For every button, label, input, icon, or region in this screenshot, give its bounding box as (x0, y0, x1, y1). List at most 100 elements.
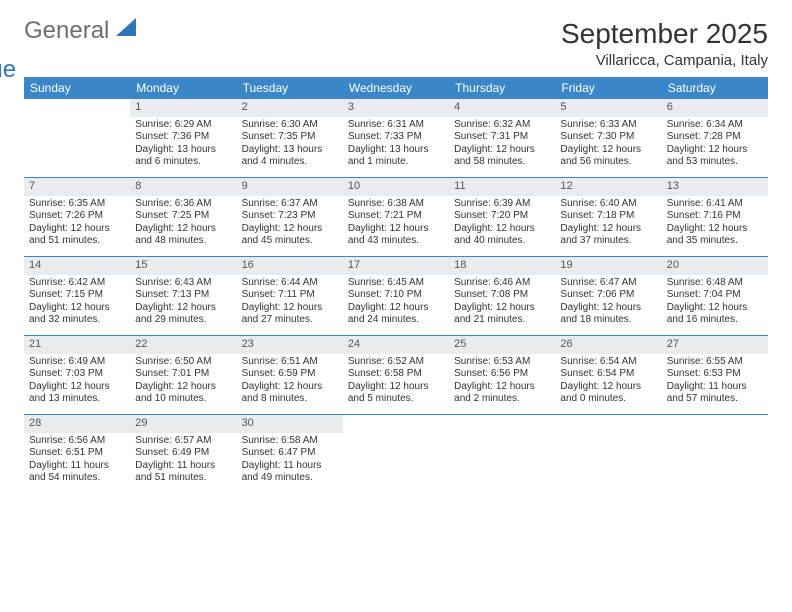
day-cell: 24Sunrise: 6:52 AMSunset: 6:58 PMDayligh… (343, 336, 449, 414)
day-number: 21 (24, 336, 130, 354)
sunset-text: Sunset: 6:56 PM (454, 368, 550, 381)
sunrise-text: Sunrise: 6:46 AM (454, 277, 550, 290)
sunset-text: Sunset: 7:25 PM (135, 210, 231, 223)
day-number: 13 (662, 178, 768, 196)
sunset-text: Sunset: 6:51 PM (29, 447, 125, 460)
day-details: Sunrise: 6:34 AMSunset: 7:28 PMDaylight:… (662, 117, 768, 175)
day-cell (343, 415, 449, 493)
daylight-text: Daylight: 12 hours and 13 minutes. (29, 381, 125, 406)
day-number: 29 (130, 415, 236, 433)
week-row: 21Sunrise: 6:49 AMSunset: 7:03 PMDayligh… (24, 336, 768, 415)
day-details: Sunrise: 6:42 AMSunset: 7:15 PMDaylight:… (24, 275, 130, 333)
daylight-text: Daylight: 12 hours and 24 minutes. (348, 302, 444, 327)
day-details: Sunrise: 6:45 AMSunset: 7:10 PMDaylight:… (343, 275, 449, 333)
day-details: Sunrise: 6:57 AMSunset: 6:49 PMDaylight:… (130, 433, 236, 491)
day-details: Sunrise: 6:44 AMSunset: 7:11 PMDaylight:… (237, 275, 343, 333)
day-details: Sunrise: 6:43 AMSunset: 7:13 PMDaylight:… (130, 275, 236, 333)
sunset-text: Sunset: 7:16 PM (667, 210, 763, 223)
sunset-text: Sunset: 7:21 PM (348, 210, 444, 223)
daylight-text: Daylight: 12 hours and 32 minutes. (29, 302, 125, 327)
sunrise-text: Sunrise: 6:54 AM (560, 356, 656, 369)
day-cell (662, 415, 768, 493)
day-cell: 7Sunrise: 6:35 AMSunset: 7:26 PMDaylight… (24, 178, 130, 256)
logo-word-general: General (24, 17, 109, 44)
sunrise-text: Sunrise: 6:49 AM (29, 356, 125, 369)
day-cell: 6Sunrise: 6:34 AMSunset: 7:28 PMDaylight… (662, 99, 768, 177)
day-details: Sunrise: 6:47 AMSunset: 7:06 PMDaylight:… (555, 275, 661, 333)
day-details: Sunrise: 6:31 AMSunset: 7:33 PMDaylight:… (343, 117, 449, 175)
month-title: September 2025 (561, 18, 768, 50)
sunset-text: Sunset: 7:13 PM (135, 289, 231, 302)
sunrise-text: Sunrise: 6:42 AM (29, 277, 125, 290)
day-number: 17 (343, 257, 449, 275)
header: General Blue September 2025 Villaricca, … (24, 18, 768, 69)
sunrise-text: Sunrise: 6:38 AM (348, 198, 444, 211)
day-number: 20 (662, 257, 768, 275)
sunset-text: Sunset: 7:35 PM (242, 131, 338, 144)
weekday-row: SundayMondayTuesdayWednesdayThursdayFrid… (24, 77, 768, 99)
day-details: Sunrise: 6:41 AMSunset: 7:16 PMDaylight:… (662, 196, 768, 254)
day-number: 6 (662, 99, 768, 117)
sunrise-text: Sunrise: 6:32 AM (454, 119, 550, 132)
daylight-text: Daylight: 12 hours and 10 minutes. (135, 381, 231, 406)
sunset-text: Sunset: 6:47 PM (242, 447, 338, 460)
day-cell: 8Sunrise: 6:36 AMSunset: 7:25 PMDaylight… (130, 178, 236, 256)
empty-day (343, 415, 449, 433)
day-cell: 27Sunrise: 6:55 AMSunset: 6:53 PMDayligh… (662, 336, 768, 414)
day-cell: 22Sunrise: 6:50 AMSunset: 7:01 PMDayligh… (130, 336, 236, 414)
day-cell (555, 415, 661, 493)
sunrise-text: Sunrise: 6:37 AM (242, 198, 338, 211)
sunset-text: Sunset: 7:31 PM (454, 131, 550, 144)
empty-day (449, 415, 555, 433)
day-details: Sunrise: 6:54 AMSunset: 6:54 PMDaylight:… (555, 354, 661, 412)
day-details: Sunrise: 6:39 AMSunset: 7:20 PMDaylight:… (449, 196, 555, 254)
day-cell: 1Sunrise: 6:29 AMSunset: 7:36 PMDaylight… (130, 99, 236, 177)
sunset-text: Sunset: 7:01 PM (135, 368, 231, 381)
sunrise-text: Sunrise: 6:39 AM (454, 198, 550, 211)
day-cell: 9Sunrise: 6:37 AMSunset: 7:23 PMDaylight… (237, 178, 343, 256)
day-number: 3 (343, 99, 449, 117)
day-cell: 4Sunrise: 6:32 AMSunset: 7:31 PMDaylight… (449, 99, 555, 177)
day-details: Sunrise: 6:46 AMSunset: 7:08 PMDaylight:… (449, 275, 555, 333)
location: Villaricca, Campania, Italy (561, 52, 768, 69)
sunrise-text: Sunrise: 6:31 AM (348, 119, 444, 132)
daylight-text: Daylight: 13 hours and 4 minutes. (242, 144, 338, 169)
daylight-text: Daylight: 11 hours and 49 minutes. (242, 460, 338, 485)
weekday-header: Wednesday (343, 77, 449, 99)
sunset-text: Sunset: 7:04 PM (667, 289, 763, 302)
day-details: Sunrise: 6:32 AMSunset: 7:31 PMDaylight:… (449, 117, 555, 175)
logo-text: General Blue (24, 18, 136, 66)
sunset-text: Sunset: 7:36 PM (135, 131, 231, 144)
day-cell: 23Sunrise: 6:51 AMSunset: 6:59 PMDayligh… (237, 336, 343, 414)
day-details: Sunrise: 6:36 AMSunset: 7:25 PMDaylight:… (130, 196, 236, 254)
day-number: 18 (449, 257, 555, 275)
day-number: 24 (343, 336, 449, 354)
sunrise-text: Sunrise: 6:51 AM (242, 356, 338, 369)
empty-day (24, 99, 130, 117)
sunrise-text: Sunrise: 6:33 AM (560, 119, 656, 132)
daylight-text: Daylight: 12 hours and 18 minutes. (560, 302, 656, 327)
sunset-text: Sunset: 6:54 PM (560, 368, 656, 381)
day-number: 5 (555, 99, 661, 117)
day-number: 23 (237, 336, 343, 354)
sunrise-text: Sunrise: 6:45 AM (348, 277, 444, 290)
day-cell: 25Sunrise: 6:53 AMSunset: 6:56 PMDayligh… (449, 336, 555, 414)
day-number: 8 (130, 178, 236, 196)
sunset-text: Sunset: 7:20 PM (454, 210, 550, 223)
sunrise-text: Sunrise: 6:36 AM (135, 198, 231, 211)
daylight-text: Daylight: 12 hours and 2 minutes. (454, 381, 550, 406)
day-number: 19 (555, 257, 661, 275)
day-number: 2 (237, 99, 343, 117)
title-block: September 2025 Villaricca, Campania, Ita… (561, 18, 768, 69)
day-cell: 19Sunrise: 6:47 AMSunset: 7:06 PMDayligh… (555, 257, 661, 335)
day-cell: 3Sunrise: 6:31 AMSunset: 7:33 PMDaylight… (343, 99, 449, 177)
day-number: 25 (449, 336, 555, 354)
day-number: 10 (343, 178, 449, 196)
sunrise-text: Sunrise: 6:34 AM (667, 119, 763, 132)
day-cell (24, 99, 130, 177)
weekday-header: Tuesday (237, 77, 343, 99)
day-cell: 26Sunrise: 6:54 AMSunset: 6:54 PMDayligh… (555, 336, 661, 414)
daylight-text: Daylight: 12 hours and 45 minutes. (242, 223, 338, 248)
daylight-text: Daylight: 12 hours and 27 minutes. (242, 302, 338, 327)
sunrise-text: Sunrise: 6:30 AM (242, 119, 338, 132)
